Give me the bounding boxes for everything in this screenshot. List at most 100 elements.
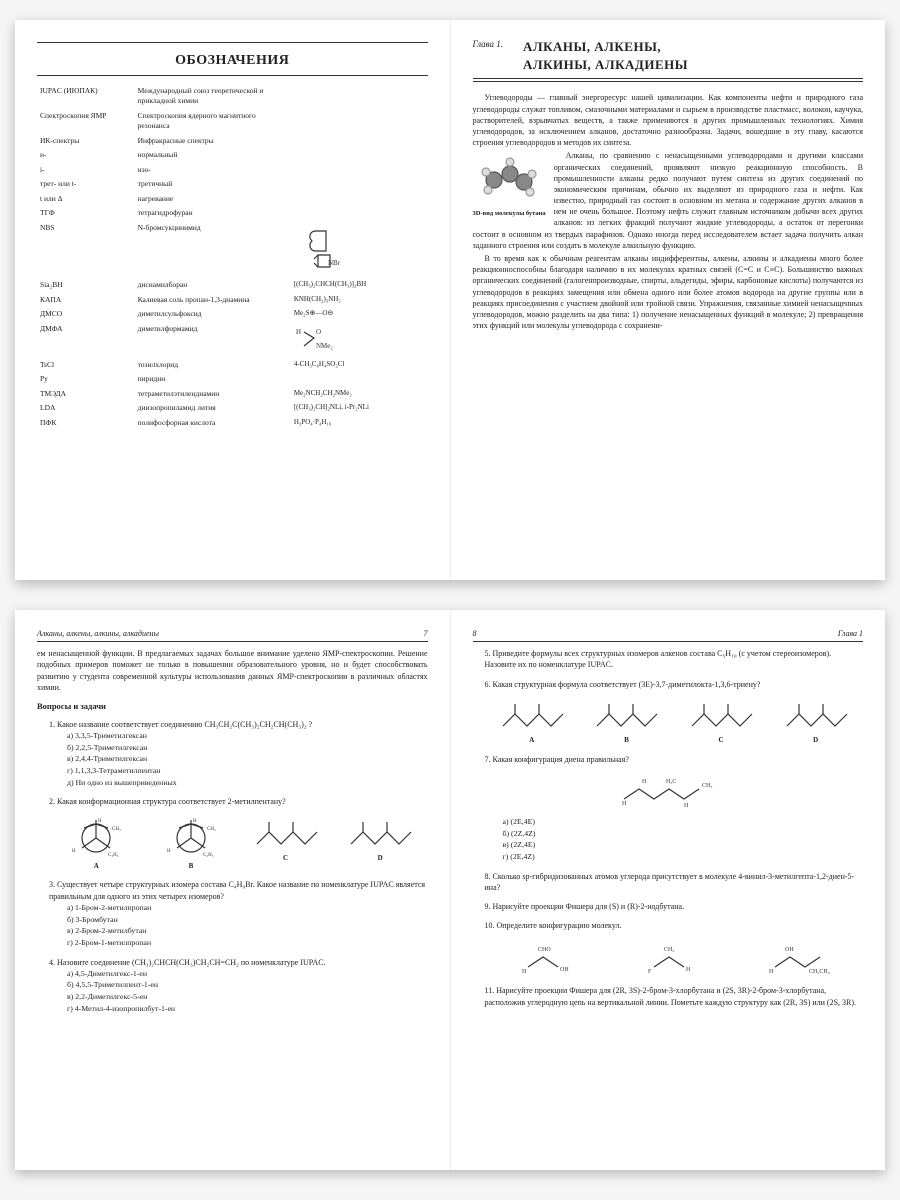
svg-text:H: H <box>686 967 691 973</box>
answer-option: 3-Бромбутан <box>67 914 428 926</box>
page-questions-right: 8 Глава 1 5. Приведите формулы всех стру… <box>451 610 886 1170</box>
svg-text:C₂H₅: C₂H₅ <box>108 853 119 858</box>
page-questions-left: Алканы, алкены, алкины, алкадиены 7 ем н… <box>15 610 451 1170</box>
question-3: 3. Существует четыре структурных изомера… <box>49 879 428 948</box>
svg-text:OH: OH <box>560 967 569 973</box>
running-title: Алканы, алкены, алкины, алкадиены <box>37 628 159 639</box>
table-row: IUPAC (ИЮПАК)Международный союз теоретич… <box>37 84 428 109</box>
svg-text:H: H <box>769 969 774 975</box>
butane-caption: 3D-вид молекулы бутана <box>473 209 546 218</box>
running-title: Глава 1 <box>838 628 863 639</box>
structure-item: C <box>674 696 769 746</box>
page-number: 7 <box>424 628 428 639</box>
table-row: ИК-спектрыИнфракрасные спектры <box>37 134 428 149</box>
chapter-body: Углеводороды — главный энергоресурс наше… <box>473 92 864 331</box>
question-7: 7. Какая конфигурация диена правильная? … <box>485 754 864 863</box>
question-2: 2. Какая конформационная структура соотв… <box>49 796 428 871</box>
abbreviation-table: IUPAC (ИЮПАК)Международный союз теоретич… <box>37 84 428 431</box>
para-1: Углеводороды — главный энергоресурс наше… <box>473 92 864 148</box>
chapter-title-line1: АЛКАНЫ, АЛКЕНЫ, <box>523 38 688 56</box>
table-row: TsClтозилхлорид4-CH₃C₆H₄SO₂Cl <box>37 358 428 373</box>
answer-option: 1-Бром-2-метилпропан <box>67 902 428 914</box>
question-list-right: 5. Приведите формулы всех структурных из… <box>473 648 864 1008</box>
svg-text:CH₃: CH₃ <box>112 827 121 832</box>
structure-item: C <box>238 814 333 872</box>
svg-text:CH₃: CH₃ <box>702 783 712 789</box>
q6-structures: ABCD <box>485 696 864 746</box>
diene-structure-icon: H H H₃C CH₃ H <box>614 771 734 807</box>
svg-text:H: H <box>522 969 527 975</box>
answer-option: (2E,4E) <box>503 816 864 828</box>
answer-option: (2Z,4E) <box>503 839 864 851</box>
svg-text:CH₂CH₃: CH₂CH₃ <box>809 969 830 975</box>
table-row: Pyпиридин <box>37 372 428 387</box>
running-head-left: Алканы, алкены, алкины, алкадиены 7 <box>37 628 428 639</box>
question-4: 4. Назовите соединение (CH₃)₂CHCH(CH₃)CH… <box>49 957 428 1015</box>
intro-continuation: ем ненасыщенной функции. В предлагаемых … <box>37 648 428 693</box>
page-title: ОБОЗНАЧЕНИЯ <box>37 51 428 71</box>
q2-structures: HCH₃HC₂H₅AHCH₃HC₂H₅BCD <box>49 814 428 872</box>
answer-option: 2-Бром-2-метилбутан <box>67 925 428 937</box>
table-row: ПФКполифосфорная кислотаH₃PO₄·P₄H₁₀ <box>37 416 428 431</box>
table-row: КАПАКалиевая соль пропан-1,3-диаминаKNH(… <box>37 293 428 308</box>
answer-option: (2E,4Z) <box>503 851 864 863</box>
book-spread-1: ОБОЗНАЧЕНИЯ IUPAC (ИЮПАК)Международный с… <box>15 20 885 580</box>
answer-option: 2,4,4-Триметилгексан <box>67 753 428 765</box>
butane-3d-figure: 3D-вид молекулы бутана <box>473 150 546 218</box>
table-row: ТГФтетрагидрофуран <box>37 206 428 221</box>
table-row: н-нормальный <box>37 148 428 163</box>
structure-item: HCH₃HC₂H₅A <box>49 814 144 872</box>
questions-heading: Вопросы и задачи <box>37 701 428 713</box>
answer-option: 2,2,5-Триметилгексан <box>67 742 428 754</box>
svg-text:CHO: CHO <box>538 947 551 953</box>
structure-item: D <box>333 814 428 872</box>
table-row: NBSN-бромсукцинимидNBr <box>37 221 428 279</box>
table-row: ДМСОдиметилсульфоксидMe₂S⊕—O⊖ <box>37 307 428 322</box>
svg-text:C₂H₅: C₂H₅ <box>203 853 214 858</box>
running-head-right: 8 Глава 1 <box>473 628 864 639</box>
answer-option: 4-Метил-4-изопропилбут-1-ен <box>67 1003 428 1015</box>
table-row: ТМЭДАтетраметилэтилендиаминMe₂NCH₂CH₂NMe… <box>37 387 428 402</box>
chapter-number: Глава 1. <box>473 38 504 74</box>
structure-item: A <box>485 696 580 746</box>
table-row: ДМФАдиметилформамидHONMe₂ <box>37 322 428 358</box>
question-6: 6. Какая структурная формула соответству… <box>485 679 864 746</box>
table-row: Sia₂BHдисиамилборан[(CH₃)₂CHCH(CH₃)]₂BH <box>37 278 428 293</box>
answer-option: 3,3,5-Триметилгексан <box>67 730 428 742</box>
question-1: 1. Какое название соответствует соединен… <box>49 719 428 789</box>
table-row: i-изо- <box>37 163 428 178</box>
table-row: t или Δнагревание <box>37 192 428 207</box>
answer-option: 4,5,5-Триметилпент-1-ен <box>67 979 428 991</box>
svg-text:NMe₂: NMe₂ <box>316 342 333 350</box>
question-9: 9. Нарисуйте проекции Фишера для (S) и (… <box>485 901 864 912</box>
structure-item: HCH₃HC₂H₅B <box>144 814 239 872</box>
svg-text:OH: OH <box>785 947 794 953</box>
table-row: LDAдиизопропиламид лития[(CH₃)₂CH]₂NLi, … <box>37 401 428 416</box>
question-8: 8. Сколько sp-гибридизованных атомов угл… <box>485 871 864 893</box>
svg-text:CH₃: CH₃ <box>207 827 216 832</box>
svg-text:H: H <box>642 779 647 785</box>
answer-option: (2Z,4Z) <box>503 828 864 840</box>
structure-item: B <box>579 696 674 746</box>
book-spread-2: Алканы, алкены, алкины, алкадиены 7 ем н… <box>15 610 885 1170</box>
question-list-left: 1. Какое название соответствует соединен… <box>37 719 428 1015</box>
table-row: Спектроскопия ЯМРСпектроскопия ядерного … <box>37 109 428 134</box>
svg-text:H: H <box>167 849 171 854</box>
svg-text:H: H <box>622 801 627 807</box>
page-abbreviations: ОБОЗНАЧЕНИЯ IUPAC (ИЮПАК)Международный с… <box>15 20 451 580</box>
svg-text:CH₃: CH₃ <box>664 947 674 953</box>
svg-text:H: H <box>72 849 76 854</box>
svg-text:H: H <box>684 803 689 807</box>
table-row: трет- или t-третичный <box>37 177 428 192</box>
svg-text:NBr: NBr <box>328 259 341 267</box>
para-3: В то время как к обычным реагентам алкан… <box>473 253 864 331</box>
page-chapter-intro: Глава 1. АЛКАНЫ, АЛКЕНЫ, АЛКИНЫ, АЛКАДИЕ… <box>451 20 886 580</box>
page-number: 8 <box>473 628 477 639</box>
structure-item: D <box>768 696 863 746</box>
svg-text:H: H <box>98 819 102 824</box>
svg-text:H: H <box>296 328 301 336</box>
answer-option: Ни одно из вышеприведенных <box>67 777 428 789</box>
answer-option: 4,5-Диметилгекс-1-ен <box>67 968 428 980</box>
svg-text:O: O <box>316 328 321 336</box>
answer-option: 2-Бром-1-метилпропан <box>67 937 428 949</box>
